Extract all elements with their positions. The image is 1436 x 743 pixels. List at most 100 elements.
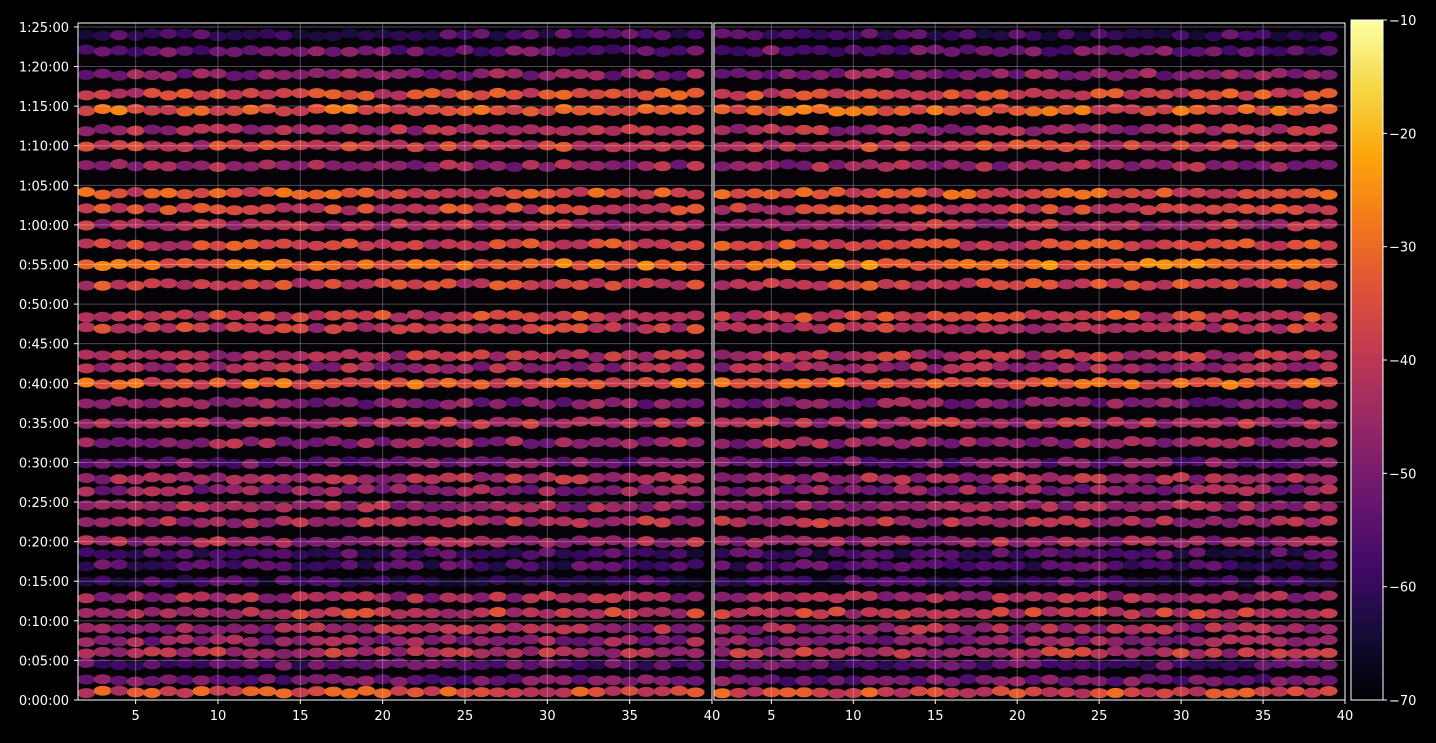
heatmap-cell — [521, 484, 540, 495]
heatmap-cell — [637, 502, 656, 513]
heatmap-cell — [653, 417, 672, 428]
heatmap-cell — [324, 204, 343, 215]
heatmap-cell — [893, 322, 912, 333]
heatmap-cell — [488, 363, 507, 374]
heatmap-cell — [1139, 559, 1158, 570]
heatmap-cell — [406, 646, 425, 657]
heatmap-cell — [1139, 87, 1158, 98]
heatmap-cell — [126, 69, 145, 80]
heatmap-cell — [307, 437, 326, 448]
heatmap-cell — [208, 456, 227, 467]
heatmap-cell — [620, 221, 639, 232]
heatmap-cell — [472, 189, 491, 200]
heatmap-cell — [1270, 123, 1289, 134]
heatmap-cell — [1057, 104, 1076, 115]
heatmap-cell — [307, 673, 326, 684]
heatmap-cell — [110, 636, 129, 647]
x-tick-label: 40 — [704, 709, 721, 724]
heatmap-cell — [505, 260, 524, 271]
heatmap-cell — [1106, 278, 1125, 289]
heatmap-cell — [860, 549, 879, 560]
heatmap-cell — [390, 575, 409, 586]
heatmap-cell — [554, 322, 573, 333]
heatmap-cell — [926, 279, 945, 290]
heatmap-cell — [505, 458, 524, 469]
heatmap-cell — [1155, 322, 1174, 333]
heatmap-cell — [877, 622, 896, 633]
heatmap-cell — [877, 188, 896, 199]
heatmap-cell — [176, 88, 195, 99]
heatmap-cell — [258, 28, 277, 39]
heatmap-cell — [93, 160, 112, 171]
heatmap-cell — [959, 377, 978, 388]
heatmap-cell — [686, 608, 705, 619]
heatmap-cell — [991, 659, 1010, 670]
heatmap-cell — [521, 458, 540, 469]
heatmap-cell — [795, 321, 814, 332]
heatmap-cell — [975, 458, 994, 469]
heatmap-cell — [620, 258, 639, 269]
heatmap-cell — [1057, 648, 1076, 659]
heatmap-cell — [975, 124, 994, 135]
heatmap-cell — [604, 204, 623, 215]
heatmap-cell — [909, 69, 928, 80]
heatmap-cell — [1155, 560, 1174, 571]
heatmap-cell — [1024, 674, 1043, 685]
heatmap-cell — [714, 28, 732, 39]
heatmap-cell — [373, 361, 392, 372]
heatmap-cell — [670, 45, 689, 56]
heatmap-cell — [126, 323, 145, 334]
heatmap-cell — [1155, 474, 1174, 485]
heatmap-cell — [1221, 622, 1240, 633]
heatmap-cell — [176, 397, 195, 408]
heatmap-cell — [307, 310, 326, 321]
heatmap-cell — [1024, 622, 1043, 633]
heatmap-cell — [1204, 278, 1223, 289]
heatmap-cell — [472, 68, 491, 79]
heatmap-cell — [505, 485, 524, 496]
heatmap-cell — [1122, 260, 1141, 271]
heatmap-cell — [258, 89, 277, 100]
heatmap-cell — [1172, 437, 1191, 448]
heatmap-cell — [1237, 311, 1256, 322]
heatmap-cell — [844, 609, 863, 620]
heatmap-cell — [637, 204, 656, 215]
heatmap-cell — [406, 660, 425, 671]
heatmap-cell — [729, 311, 748, 322]
heatmap-cell — [670, 437, 689, 448]
heatmap-cell — [604, 623, 623, 634]
heatmap-cell — [357, 517, 376, 528]
heatmap-cell — [274, 220, 293, 231]
heatmap-cell — [1172, 517, 1191, 528]
heatmap-cell — [373, 561, 392, 572]
heatmap-cell — [1073, 140, 1092, 151]
heatmap-cell — [778, 687, 797, 698]
heatmap-cell — [670, 398, 689, 409]
heatmap-cell — [653, 606, 672, 617]
heatmap-cell — [538, 438, 557, 449]
heatmap-cell — [159, 560, 178, 571]
heatmap-cell — [1254, 89, 1273, 100]
heatmap-cell — [1270, 31, 1289, 42]
heatmap-cell — [620, 659, 639, 670]
heatmap-cell — [811, 624, 830, 635]
heatmap-cell — [1270, 218, 1289, 229]
heatmap-cell — [1237, 647, 1256, 658]
heatmap-cell — [604, 575, 623, 586]
heatmap-cell — [1057, 220, 1076, 231]
heatmap-cell — [762, 310, 781, 321]
heatmap-cell — [93, 549, 112, 560]
heatmap-cell — [274, 106, 293, 117]
heatmap-cell — [1090, 88, 1109, 99]
heatmap-cell — [604, 28, 623, 39]
heatmap-cell — [1057, 396, 1076, 407]
heatmap-cell — [93, 68, 112, 79]
heatmap-cell — [762, 258, 781, 269]
heatmap-cell — [844, 675, 863, 686]
heatmap-cell — [225, 363, 244, 374]
heatmap-cell — [126, 398, 145, 409]
heatmap-cell — [357, 675, 376, 686]
heatmap-cell — [762, 622, 781, 633]
heatmap-cell — [78, 203, 96, 214]
heatmap-cell — [291, 46, 310, 57]
